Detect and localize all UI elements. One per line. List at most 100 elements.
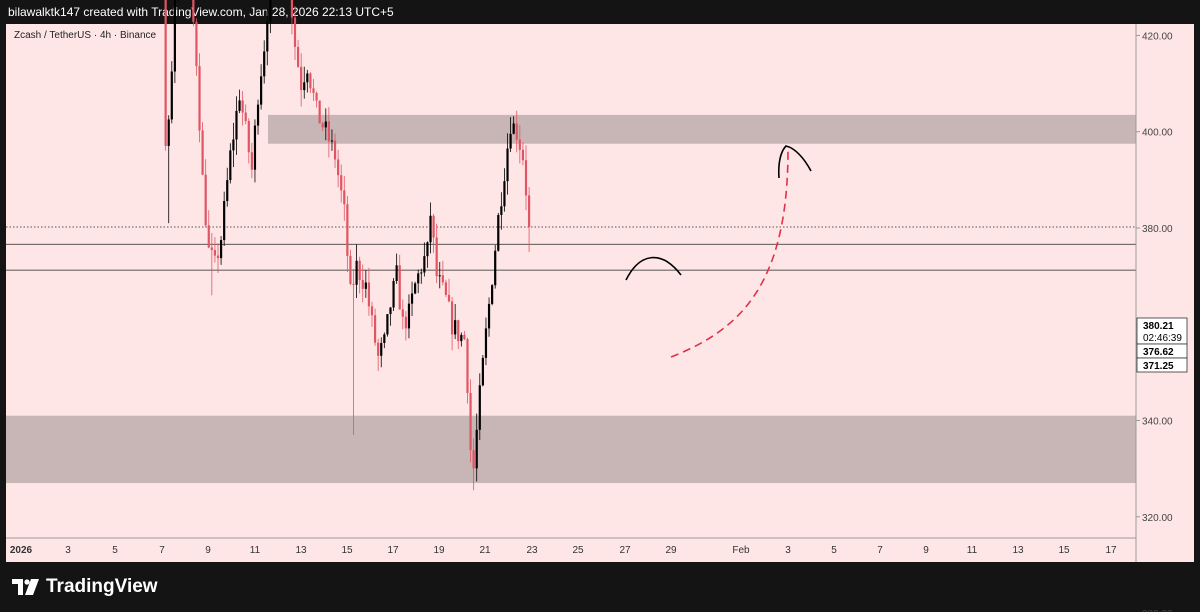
time-tick-label: 9 xyxy=(923,545,929,556)
candle xyxy=(435,223,438,284)
candle xyxy=(290,0,294,35)
candle xyxy=(503,168,506,212)
candle xyxy=(241,91,244,126)
candle-body xyxy=(414,283,417,294)
candle-body xyxy=(386,314,389,335)
candle-body xyxy=(401,309,404,317)
price-tick-label: 400.00 xyxy=(1142,128,1173,139)
candle xyxy=(263,40,266,84)
candle xyxy=(229,143,232,184)
candle xyxy=(509,117,512,152)
candle-body xyxy=(244,112,247,121)
price-label-box xyxy=(1136,357,1188,373)
candle xyxy=(266,8,269,66)
candle xyxy=(407,294,411,339)
candle xyxy=(235,96,238,155)
candle-body xyxy=(447,294,451,302)
candle xyxy=(207,210,210,249)
time-tick-label: Feb xyxy=(732,545,750,556)
candle-body xyxy=(346,204,349,256)
candle xyxy=(173,0,176,84)
candle-body xyxy=(263,51,266,77)
candle-body xyxy=(497,214,500,251)
candle xyxy=(454,304,457,340)
candle-body xyxy=(373,315,377,343)
countdown-label: 02:46:39 xyxy=(1143,333,1182,344)
candle-body xyxy=(192,0,195,22)
candle-body xyxy=(303,82,306,91)
candle xyxy=(250,142,253,179)
tradingview-logo[interactable]: TradingView xyxy=(12,576,158,598)
price-label-text: 371.25 xyxy=(1143,361,1174,372)
price-tick-label: 320.00 xyxy=(1142,513,1173,524)
candle xyxy=(324,108,327,141)
candle-body xyxy=(327,121,330,142)
time-tick-label: 7 xyxy=(877,545,883,556)
symbol-label[interactable]: Zcash / TetherUS · 4h · Binance xyxy=(14,30,157,41)
candle xyxy=(346,196,349,273)
annotation-layer xyxy=(625,145,812,358)
candle xyxy=(367,267,371,316)
tradingview-logo-icon xyxy=(12,579,39,595)
candle-body xyxy=(290,0,294,18)
candle-body xyxy=(343,190,346,205)
candle xyxy=(417,269,420,294)
candle xyxy=(414,281,417,295)
candle-body xyxy=(269,0,272,22)
candle-body xyxy=(460,334,463,342)
candle xyxy=(466,337,469,404)
time-axis[interactable]: 2026 3 5 7 9 11 13 15 17 19 21 23 25 27 29 Feb 3 5 7 9 11 13 1… xyxy=(6,537,1136,556)
projection-arrow xyxy=(670,149,789,358)
candle-body xyxy=(238,100,241,111)
candle-body xyxy=(167,119,170,146)
candle xyxy=(383,332,386,349)
candle-body xyxy=(404,316,407,329)
candle xyxy=(216,243,220,273)
candle xyxy=(487,297,491,337)
candle-body xyxy=(524,160,528,196)
time-tick-label: 7 xyxy=(159,545,165,556)
time-tick-label: 13 xyxy=(295,545,307,556)
candle-body xyxy=(321,123,324,128)
candle xyxy=(309,72,312,93)
candle xyxy=(500,192,503,230)
candle xyxy=(352,269,355,435)
candle xyxy=(450,296,454,351)
candle-body xyxy=(503,181,506,207)
candle-body xyxy=(494,250,497,286)
candle-body xyxy=(260,76,263,105)
candle xyxy=(377,338,380,371)
candle-body xyxy=(469,392,472,451)
axis-price-label: 376.62 xyxy=(1136,343,1188,359)
candle xyxy=(527,187,531,253)
candle xyxy=(392,278,395,312)
candle-body xyxy=(333,140,337,160)
candle xyxy=(340,164,343,203)
candle xyxy=(219,236,223,265)
candle-body xyxy=(506,148,509,182)
candle xyxy=(426,241,429,268)
price-axis[interactable]: 300.00320.00340.00360.00380.00400.00420.… xyxy=(1135,0,1173,612)
candle xyxy=(475,413,478,482)
candle-body xyxy=(219,240,223,259)
candle-body xyxy=(315,92,318,101)
candle xyxy=(491,284,494,306)
candle-body xyxy=(232,139,235,151)
candle xyxy=(343,176,346,221)
time-tick-label: 17 xyxy=(1105,545,1117,556)
candle xyxy=(349,249,352,286)
candle xyxy=(318,100,321,124)
candle xyxy=(364,270,367,298)
time-tick-label: 13 xyxy=(1012,545,1024,556)
candle xyxy=(355,244,358,298)
candle-body xyxy=(210,247,213,251)
candle-body xyxy=(198,66,201,131)
time-tick-label: 29 xyxy=(665,545,677,556)
candle-body xyxy=(213,250,217,256)
candle-body xyxy=(475,429,478,469)
candle xyxy=(247,118,250,164)
candle-body xyxy=(500,206,503,215)
candle xyxy=(524,145,528,211)
